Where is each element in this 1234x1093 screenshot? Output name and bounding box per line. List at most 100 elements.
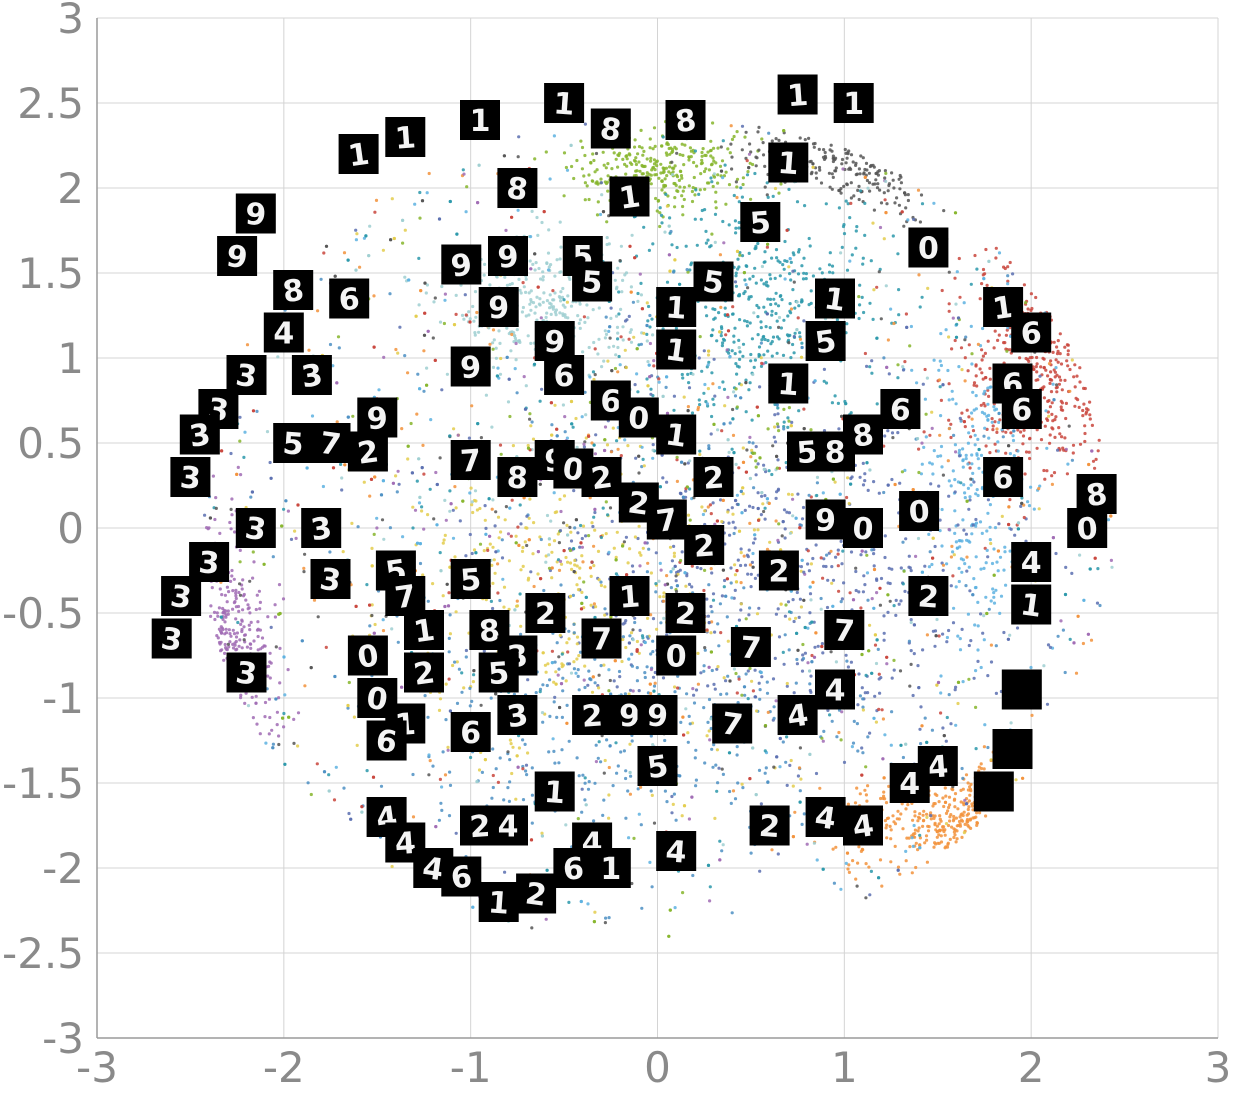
- data-point: [917, 189, 920, 192]
- data-point: [650, 174, 653, 177]
- data-point: [558, 311, 561, 314]
- data-point: [497, 516, 500, 519]
- data-point: [509, 349, 512, 352]
- data-point: [567, 630, 570, 633]
- data-point: [896, 376, 899, 379]
- data-point: [1013, 534, 1016, 537]
- data-point: [292, 718, 295, 721]
- data-point: [632, 689, 635, 692]
- data-point: [786, 685, 789, 688]
- data-point: [506, 750, 509, 753]
- data-point: [765, 766, 768, 769]
- data-point: [614, 353, 617, 356]
- data-point: [863, 171, 866, 174]
- data-point: [910, 649, 913, 652]
- data-point: [889, 825, 892, 828]
- data-point: [818, 267, 821, 270]
- data-point: [1040, 438, 1043, 441]
- data-point: [632, 301, 635, 304]
- data-point: [854, 162, 857, 165]
- data-point: [995, 692, 998, 695]
- data-point: [716, 622, 719, 625]
- data-point: [921, 825, 924, 828]
- data-point: [989, 378, 992, 381]
- data-point: [709, 154, 712, 157]
- data-point: [653, 173, 656, 176]
- data-point: [893, 669, 896, 672]
- data-point: [859, 792, 862, 795]
- data-point: [947, 629, 950, 632]
- data-point: [607, 174, 610, 177]
- data-point: [643, 671, 646, 674]
- data-point: [861, 706, 864, 709]
- data-point: [668, 216, 671, 219]
- data-point: [616, 531, 619, 534]
- data-point: [919, 742, 922, 745]
- data-point: [311, 414, 314, 417]
- data-point: [573, 559, 576, 562]
- data-point: [845, 200, 848, 203]
- data-point: [681, 373, 684, 376]
- data-point: [551, 289, 554, 292]
- data-point: [583, 798, 586, 801]
- data-point: [702, 589, 705, 592]
- data-point: [444, 718, 447, 721]
- data-point: [985, 561, 988, 564]
- data-point: [991, 562, 994, 565]
- data-point: [553, 700, 556, 703]
- data-point: [644, 165, 647, 168]
- data-point: [965, 570, 968, 573]
- data-point: [755, 282, 758, 285]
- data-point: [711, 766, 714, 769]
- data-point: [866, 179, 869, 182]
- data-point: [576, 531, 579, 534]
- data-point: [702, 392, 705, 395]
- data-point: [1056, 449, 1059, 452]
- data-point: [213, 618, 216, 621]
- data-point: [946, 843, 949, 846]
- data-point: [798, 616, 801, 619]
- data-point: [925, 813, 928, 816]
- data-point: [1003, 341, 1006, 344]
- data-point: [553, 696, 556, 699]
- data-point: [981, 327, 984, 330]
- data-point: [704, 230, 707, 233]
- data-point: [700, 505, 703, 508]
- data-point: [471, 552, 474, 555]
- data-point: [960, 800, 963, 803]
- data-point: [791, 288, 794, 291]
- data-point: [844, 148, 847, 151]
- data-point: [654, 197, 657, 200]
- data-point: [1073, 405, 1076, 408]
- data-point: [750, 585, 753, 588]
- data-point: [690, 261, 693, 264]
- data-point: [867, 489, 870, 492]
- data-point: [803, 812, 806, 815]
- data-point: [995, 431, 998, 434]
- data-point: [786, 682, 789, 685]
- data-point: [896, 810, 899, 813]
- data-point: [846, 269, 849, 272]
- data-point: [207, 527, 210, 530]
- data-point: [763, 494, 766, 497]
- data-point: [691, 190, 694, 193]
- data-point: [675, 819, 678, 822]
- data-point: [1083, 424, 1086, 427]
- data-point: [800, 565, 803, 568]
- data-point: [702, 670, 705, 673]
- data-point: [883, 556, 886, 559]
- data-point: [829, 550, 832, 553]
- data-point: [960, 412, 963, 415]
- data-point: [587, 670, 590, 673]
- data-point: [955, 323, 958, 326]
- data-point: [548, 265, 551, 268]
- data-point: [820, 608, 823, 611]
- data-point: [1049, 433, 1052, 436]
- data-point: [653, 822, 656, 825]
- data-point: [719, 165, 722, 168]
- data-point: [501, 556, 504, 559]
- data-point: [898, 187, 901, 190]
- data-point: [456, 702, 459, 705]
- data-point: [608, 916, 611, 919]
- data-point: [858, 284, 861, 287]
